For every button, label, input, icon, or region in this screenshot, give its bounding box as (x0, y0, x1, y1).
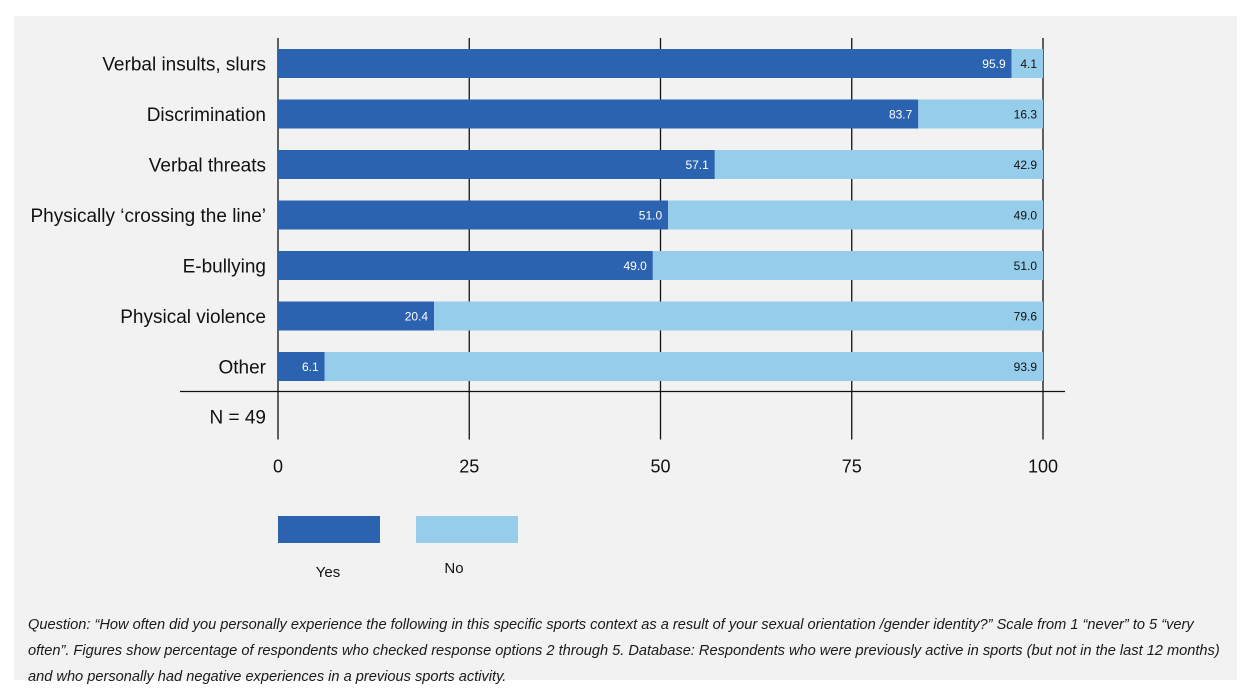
value-label-no-5: 79.6 (1014, 310, 1038, 324)
value-label-yes-2: 57.1 (685, 158, 709, 172)
legend-label-no: No (444, 560, 463, 577)
bar-no-5 (434, 301, 1043, 331)
x-tick-label-25: 25 (459, 457, 479, 477)
bar-no-2 (714, 150, 1043, 179)
category-label-0: Verbal insults, slurs (102, 55, 266, 76)
value-label-yes-5: 20.4 (405, 310, 429, 324)
value-label-no-6: 93.9 (1014, 360, 1038, 374)
legend-swatch-yes (278, 516, 380, 543)
bar-yes-6 (278, 352, 325, 381)
legend-swatch-no (416, 516, 518, 543)
bar-yes-3 (278, 200, 669, 230)
category-label-3: Physically ‘crossing the line’ (31, 206, 267, 227)
bar-yes-1 (278, 99, 919, 129)
value-label-no-4: 51.0 (1014, 259, 1038, 273)
legend-label-yes: Yes (316, 564, 340, 581)
value-label-yes-3: 51.0 (639, 209, 663, 223)
category-label-1: Discrimination (147, 105, 266, 126)
bar-no-3 (668, 200, 1043, 230)
category-label-4: E-bullying (183, 257, 266, 278)
stacked-bar-chart: 0 25 50 75 100 95.9 4.1 Verbal insults, slurs 83… (31, 38, 1065, 581)
category-label-2: Verbal threats (149, 156, 266, 177)
value-label-no-3: 49.0 (1014, 209, 1038, 223)
bar-yes-5 (278, 301, 435, 331)
value-label-yes-4: 49.0 (623, 259, 647, 273)
value-label-no-0: 4.1 (1020, 57, 1037, 71)
bar-yes-4 (278, 251, 653, 280)
x-tick-label-100: 100 (1028, 457, 1058, 477)
bar-no-4 (652, 251, 1043, 280)
category-label-6: Other (218, 358, 266, 379)
x-tick-label-75: 75 (842, 457, 862, 477)
category-label-5: Physical violence (120, 307, 266, 328)
value-label-yes-6: 6.1 (302, 360, 319, 374)
bar-no-0 (1011, 49, 1043, 78)
bar-no-1 (918, 99, 1043, 129)
chart-panel: 0 25 50 75 100 95.9 4.1 Verbal insults, slurs 83… (14, 16, 1237, 685)
value-label-yes-0: 95.9 (982, 57, 1006, 71)
x-tick-label-50: 50 (650, 457, 670, 477)
value-label-yes-1: 83.7 (889, 108, 913, 122)
bar-yes-2 (278, 150, 715, 179)
value-label-no-1: 16.3 (1014, 108, 1038, 122)
sample-size-label: N = 49 (209, 408, 266, 429)
x-tick-label-0: 0 (273, 457, 283, 477)
bar-no-6 (324, 352, 1043, 381)
footnote: Question: “How often did you personally … (28, 617, 1220, 685)
bar-yes-0 (278, 49, 1012, 78)
value-label-no-2: 42.9 (1014, 158, 1038, 172)
